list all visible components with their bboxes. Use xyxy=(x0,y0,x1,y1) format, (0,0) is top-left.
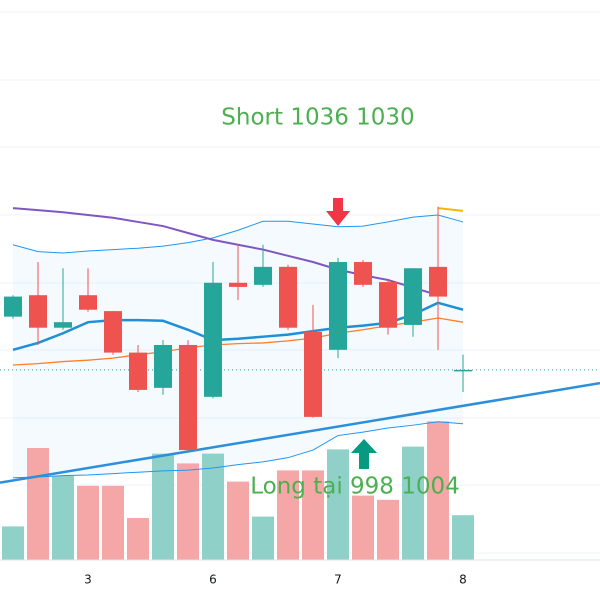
annotation: Long tại 998 1004 xyxy=(250,474,460,500)
volume-bar xyxy=(302,470,324,560)
volume-bar xyxy=(2,526,24,560)
band-fill xyxy=(13,215,463,478)
candle-body xyxy=(104,311,122,353)
volume-bar xyxy=(327,449,349,560)
candle-body xyxy=(29,295,47,328)
candle-body xyxy=(304,331,322,417)
candle-body xyxy=(4,296,22,317)
candle-body xyxy=(54,322,72,328)
volume-bar xyxy=(377,499,399,560)
candle-body xyxy=(454,369,472,372)
plot xyxy=(0,206,600,560)
candle-body xyxy=(354,262,372,285)
candle-body xyxy=(329,262,347,350)
indicator-line xyxy=(437,207,464,212)
candle-body xyxy=(129,352,147,390)
candle-body xyxy=(429,266,447,297)
annotation: Short 1036 1030 xyxy=(221,105,414,131)
arrow-head xyxy=(326,211,350,226)
indicator-line xyxy=(12,214,464,254)
candle-body xyxy=(379,282,397,328)
arrow-shaft xyxy=(333,198,343,212)
volume-bar xyxy=(252,516,274,560)
arrow-shaft xyxy=(359,452,369,469)
volume-bar xyxy=(227,481,249,560)
long-arrow xyxy=(351,439,377,469)
candle-body xyxy=(179,344,197,451)
volume-bar xyxy=(177,463,199,560)
indicator-line xyxy=(12,421,464,479)
candle-body xyxy=(404,268,422,325)
arrow-head xyxy=(351,439,377,453)
candle-body xyxy=(204,282,222,397)
candle-body xyxy=(154,344,172,388)
grid xyxy=(0,11,600,554)
candle-body xyxy=(79,295,97,310)
x-tick-label: 6 xyxy=(209,573,217,587)
candle-body xyxy=(229,282,247,287)
volume-bar xyxy=(127,518,149,560)
trendline xyxy=(0,381,600,484)
candle-body xyxy=(254,266,272,285)
x-tick-label: 7 xyxy=(334,573,342,587)
volume-bar xyxy=(402,446,424,560)
volume-bar xyxy=(102,485,124,560)
volume-bar xyxy=(277,470,299,560)
volume-bar xyxy=(452,515,474,560)
short-arrow xyxy=(326,198,350,226)
volume-bar xyxy=(27,448,49,560)
volume-bar xyxy=(202,453,224,560)
volume-bar xyxy=(52,476,74,560)
volume-bar xyxy=(77,485,99,560)
volume-bar xyxy=(352,495,374,560)
candle-body xyxy=(279,266,297,328)
volume-bar xyxy=(427,421,449,560)
x-tick-label: 3 xyxy=(84,573,92,587)
x-tick-label: 8 xyxy=(459,573,467,587)
volume-bar xyxy=(152,453,174,560)
